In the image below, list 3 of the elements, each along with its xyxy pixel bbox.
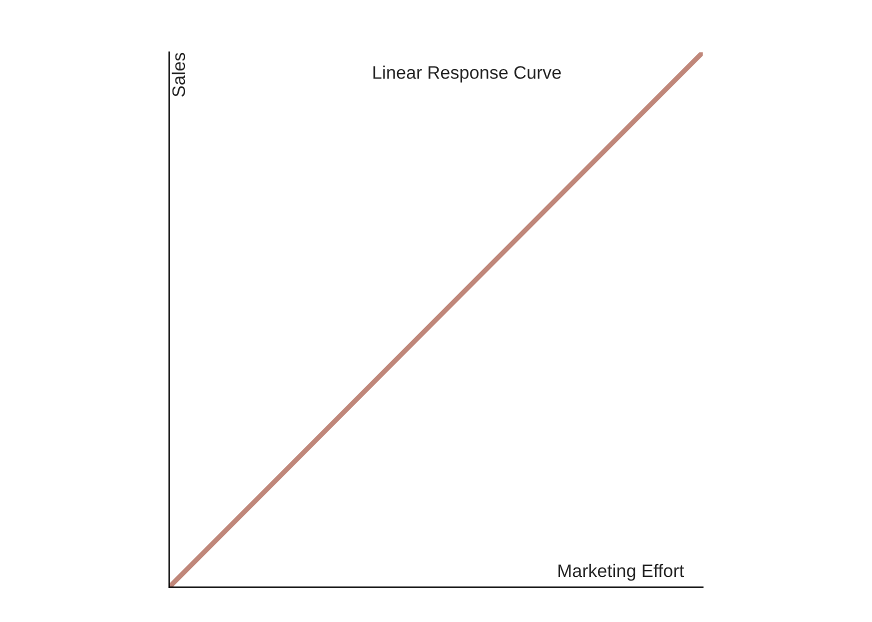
x-axis-title: Marketing Effort xyxy=(558,564,684,581)
text: Linear Response Curve xyxy=(373,66,561,82)
y-axis-title: Sales xyxy=(172,52,186,97)
